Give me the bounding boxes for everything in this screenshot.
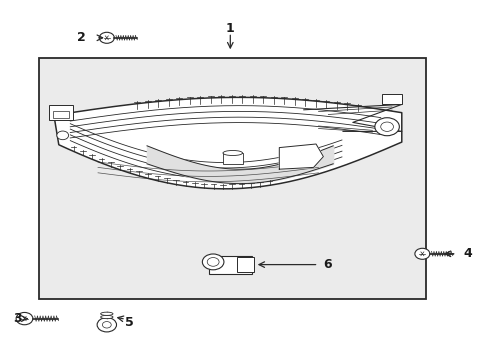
Text: 2: 2 (77, 31, 86, 44)
Ellipse shape (100, 312, 113, 315)
Circle shape (375, 118, 399, 136)
Circle shape (57, 131, 69, 140)
Circle shape (16, 312, 33, 325)
Ellipse shape (223, 150, 243, 156)
Circle shape (99, 32, 114, 43)
Circle shape (415, 248, 430, 259)
Bar (382, 94, 402, 104)
Circle shape (97, 318, 117, 332)
Polygon shape (54, 97, 402, 189)
Circle shape (202, 254, 224, 270)
Circle shape (207, 257, 219, 266)
Polygon shape (279, 144, 323, 169)
Bar (39, 58, 426, 299)
Text: 4: 4 (463, 247, 472, 260)
Bar (49, 105, 73, 120)
Text: 3: 3 (13, 312, 22, 325)
Circle shape (102, 321, 111, 328)
Text: 1: 1 (226, 22, 235, 35)
Text: 5: 5 (125, 316, 134, 329)
Bar (209, 256, 252, 274)
Bar (223, 153, 243, 164)
Bar (53, 111, 69, 118)
Bar (237, 257, 254, 272)
Text: 6: 6 (323, 258, 332, 271)
Circle shape (381, 122, 393, 131)
Ellipse shape (100, 315, 113, 319)
